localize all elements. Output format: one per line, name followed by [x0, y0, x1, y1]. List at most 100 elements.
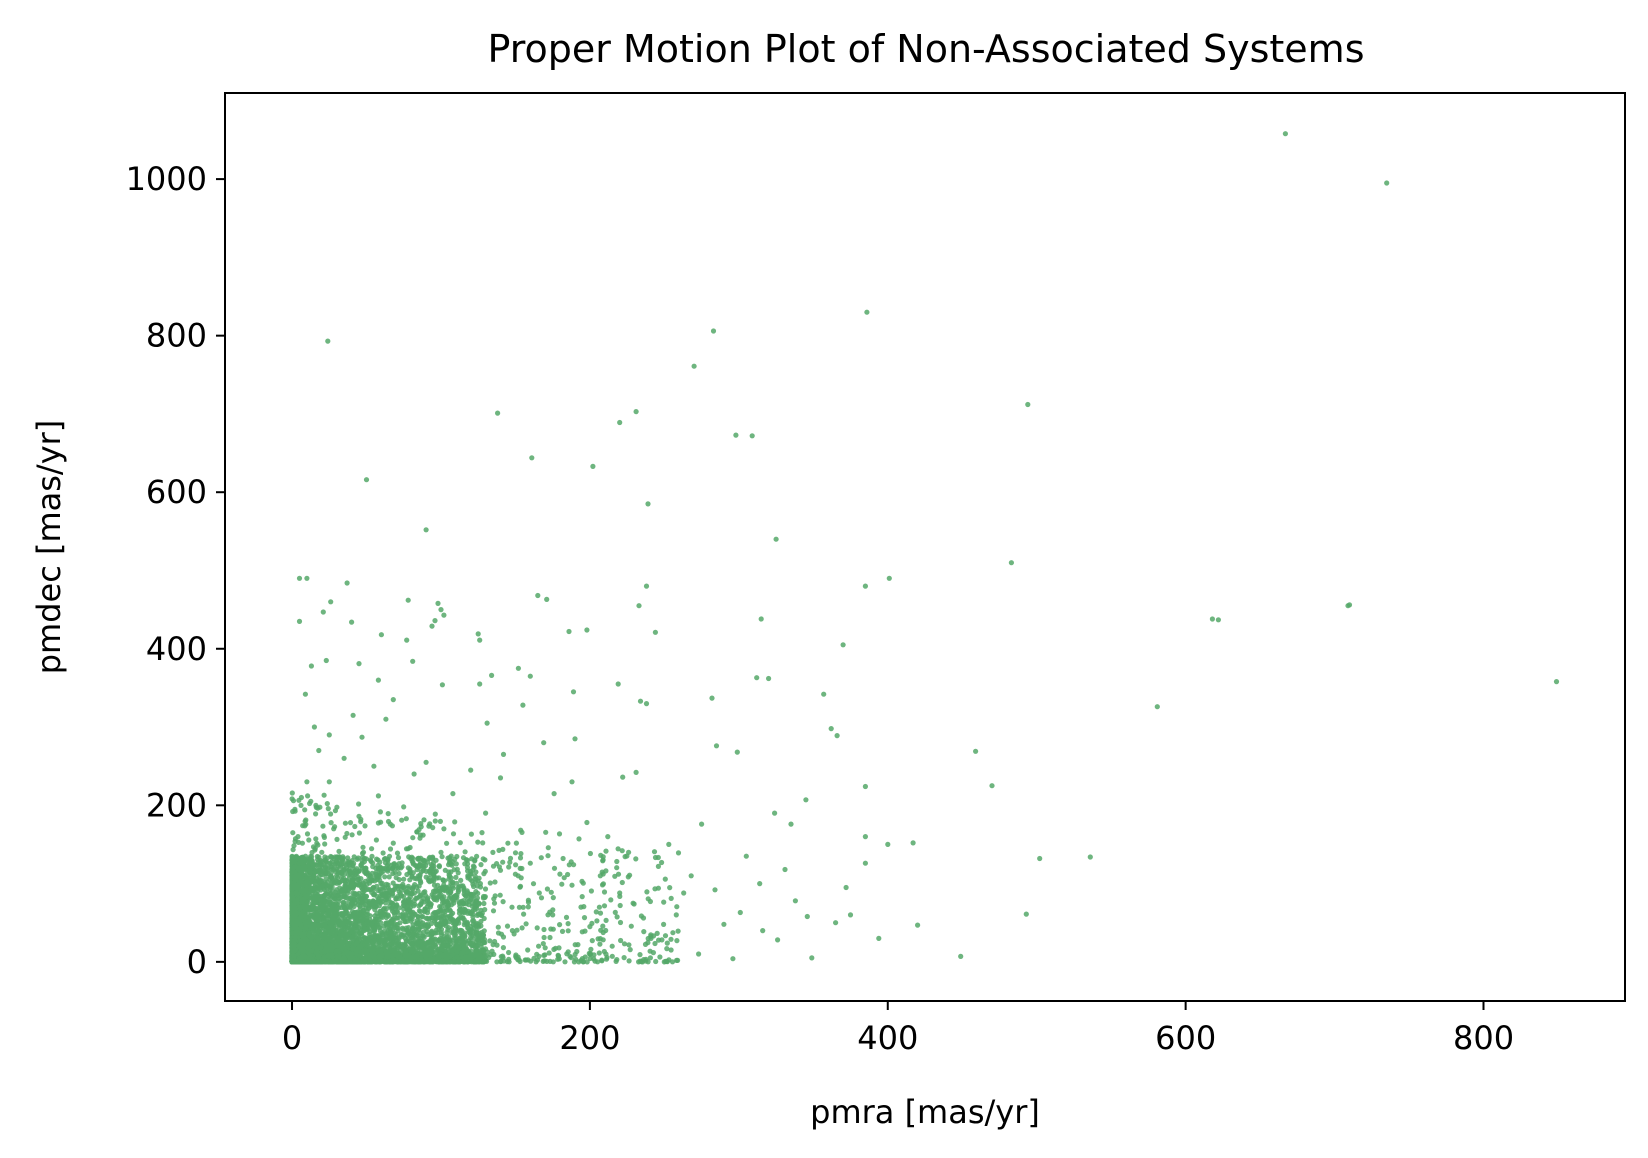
data-point: [362, 901, 368, 908]
data-point: [453, 874, 459, 881]
data-point: [309, 890, 316, 896]
data-point: [444, 929, 450, 936]
data-point: [441, 882, 447, 888]
data-point: [321, 892, 328, 898]
data-point: [402, 935, 408, 941]
data-point: [350, 890, 356, 896]
data-point: [390, 908, 396, 914]
data-point: [447, 908, 453, 914]
data-point: [479, 910, 485, 916]
data-point: [415, 919, 421, 926]
data-point: [396, 870, 402, 877]
data-point: [386, 874, 392, 880]
data-point: [430, 911, 436, 917]
data-point: [405, 883, 411, 889]
data-point: [324, 855, 330, 861]
data-point: [476, 939, 482, 946]
data-point: [318, 884, 324, 890]
data-point: [456, 945, 462, 951]
data-point: [290, 857, 296, 863]
data-point: [437, 904, 443, 910]
data-point: [399, 925, 406, 931]
data-point: [423, 868, 429, 875]
data-point: [349, 909, 356, 915]
data-point: [481, 900, 487, 907]
data-point: [438, 931, 445, 938]
data-point: [461, 886, 467, 893]
data-point: [469, 936, 475, 943]
data-point: [445, 934, 452, 940]
data-point: [317, 859, 323, 865]
data-point: [440, 908, 446, 914]
data-point: [418, 901, 424, 907]
data-point: [385, 861, 391, 867]
data-point: [417, 908, 424, 915]
data-point: [473, 929, 479, 936]
data-point: [481, 939, 487, 945]
data-point: [481, 893, 487, 900]
data-point: [379, 880, 385, 887]
data-point: [390, 891, 396, 897]
data-point: [394, 909, 400, 915]
chart-title: Proper Motion Plot of Non-Associated Sys…: [488, 27, 1365, 71]
data-point: [391, 930, 397, 936]
data-point: [433, 921, 439, 927]
data-point: [379, 914, 385, 921]
data-point: [431, 892, 437, 899]
data-point: [355, 855, 361, 861]
data-point: [477, 884, 484, 890]
data-point: [401, 876, 407, 882]
data-point: [461, 943, 467, 949]
data-point: [395, 915, 401, 921]
data-point: [293, 853, 299, 859]
data-point: [374, 883, 380, 889]
data-point: [307, 869, 313, 875]
data-point: [474, 947, 480, 954]
data-point: [405, 928, 411, 935]
data-point: [417, 878, 423, 884]
data-point: [405, 865, 411, 871]
data-point: [298, 914, 304, 920]
data-point: [395, 928, 401, 934]
data-point: [478, 862, 484, 868]
data-point: [402, 918, 408, 925]
data-point: [470, 918, 476, 924]
data-point: [436, 864, 442, 870]
data-point: [345, 855, 351, 861]
data-point: [396, 877, 402, 883]
data-point: [398, 865, 404, 871]
data-point: [473, 869, 479, 875]
data-point: [374, 874, 380, 880]
data-point: [460, 855, 467, 861]
data-point: [471, 864, 477, 870]
data-point: [439, 854, 445, 860]
data-point: [469, 928, 475, 934]
data-point: [465, 925, 471, 931]
data-point: [428, 901, 434, 907]
data-point: [436, 875, 442, 881]
data-point: [453, 861, 459, 867]
data-point: [372, 913, 378, 919]
data-point: [416, 894, 422, 900]
data-point: [340, 899, 347, 905]
data-point: [401, 906, 407, 912]
data-point: [417, 863, 423, 869]
data-points: [289, 131, 1560, 965]
data-point: [458, 877, 464, 884]
data-point: [421, 896, 427, 902]
data-point: [474, 898, 480, 904]
data-point: [478, 923, 484, 929]
data-point: [399, 860, 405, 866]
data-point: [305, 880, 311, 886]
data-point: [351, 854, 357, 860]
data-point: [347, 904, 353, 910]
data-point: [400, 893, 407, 900]
data-point: [469, 932, 475, 939]
data-point: [442, 867, 448, 873]
data-point: [372, 945, 378, 951]
data-point: [368, 921, 374, 927]
data-point: [482, 886, 489, 892]
data-point: [481, 915, 487, 922]
